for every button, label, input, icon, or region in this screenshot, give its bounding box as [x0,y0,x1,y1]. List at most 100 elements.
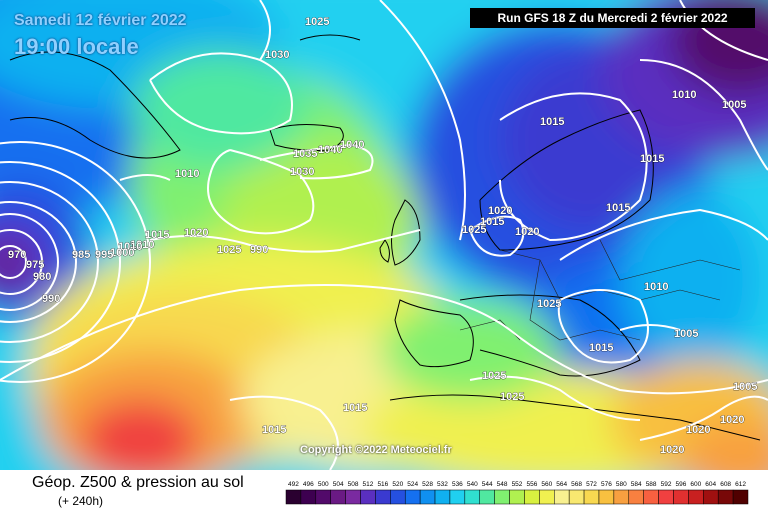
scale-color-swatch [568,489,585,505]
isobar-label: 1040 [318,144,342,156]
scale-color-swatch [703,489,719,505]
isobar-label: 1025 [217,244,241,256]
geopotential-field [0,0,768,470]
z500-pressure-map: 1025 1030 1035 1040 1040 1030 1010 1015 … [0,0,768,470]
scale-tick-label: 572 [586,481,597,488]
scale-tick-label: 596 [676,481,687,488]
scale-tick-label: 524 [407,481,418,488]
isobar-label: 1005 [733,381,757,393]
isobar-label: 1015 [145,229,169,241]
isobar-label: 1015 [606,202,630,214]
isobar-label: 1015 [589,342,613,354]
isobar-label: 1015 [640,153,664,165]
scale-color-swatch [554,489,570,505]
isobar-label: 1020 [720,414,744,426]
scale-tick-label: 564 [556,481,567,488]
isobar-label: 1010 [130,239,154,251]
scale-color-swatch [375,489,391,505]
scale-tick-label: 560 [541,481,552,488]
forecast-time: 19:00 locale [14,34,139,59]
scale-tick-label: 576 [601,481,612,488]
isobar-label: 1010 [118,241,142,253]
scale-color-swatch [449,489,466,505]
scale-color-swatch [494,489,510,505]
scale-tick-label: 544 [482,481,493,488]
scale-tick-label: 592 [661,481,672,488]
isobar-label: 1000 [110,247,134,259]
isobar-label: 1020 [488,205,512,217]
isobar-label: 1020 [515,226,539,238]
scale-tick-label: 600 [690,481,701,488]
scale-tick-label: 584 [631,481,642,488]
scale-color-swatch [658,489,674,505]
isobar-label: 1025 [500,391,524,403]
scale-tick-label: 496 [303,481,314,488]
scale-tick-label: 504 [333,481,344,488]
isobar-label: 1040 [340,139,364,151]
isobar-label: 995 [95,249,113,261]
scale-color-swatch [434,489,451,505]
isobar-label: 1010 [175,168,199,180]
isobar-label: 985 [72,249,90,261]
isobar-label: 1015 [540,116,564,128]
isobar-label: 1010 [672,89,696,101]
scale-tick-label: 532 [437,481,448,488]
legend-footer: Géop. Z500 & pression au sol (+ 240h) 49… [0,470,768,512]
scale-color-swatch [315,489,331,505]
isobar-label: 1030 [265,49,289,61]
isobar-label: 1005 [722,99,746,111]
scale-color-swatch [628,489,644,505]
isobar-label: 1025 [462,224,486,236]
scale-tick-label: 588 [646,481,657,488]
isobar-label: 1015 [343,402,367,414]
isobar-label: 1005 [674,328,698,340]
scale-color-swatch [598,489,615,505]
scale-tick-label: 580 [616,481,627,488]
scale-tick-label: 512 [363,481,374,488]
scale-color-swatch [300,489,317,505]
scale-tick-label: 608 [720,481,731,488]
scale-color-swatch [419,489,436,505]
scale-color-swatch [509,489,525,505]
scale-tick-label: 536 [452,481,463,488]
chart-title: Géop. Z500 & pression au sol [32,474,244,491]
scale-color-swatch [345,489,361,505]
isobar-label: 1030 [290,166,314,178]
scale-color-swatch [524,489,540,505]
isobar-label: 1025 [537,298,561,310]
scale-color-swatch [688,489,704,505]
scale-tick-label: 516 [377,481,388,488]
scale-tick-label: 528 [422,481,433,488]
copyright: Copyright ©2022 Meteociel.fr [300,444,452,456]
scale-color-swatch [404,489,421,505]
scale-color-swatch [285,489,302,505]
scale-tick-label: 568 [571,481,582,488]
scale-color-swatch [673,489,689,505]
scale-tick-label: 604 [705,481,716,488]
forecast-date: Samedi 12 février 2022 [14,12,187,29]
isobar-label: 990 [42,293,60,305]
color-scale: 492 496 500 504 508 512 516 520 524 528 532 536 540 5… [285,481,749,505]
isobar-label: 1015 [262,424,286,436]
isobar-label: 975 [26,259,44,271]
scale-tick-label: 556 [526,481,537,488]
isobar-label: 1025 [305,16,329,28]
isobar-labels: 1025 1030 1035 1040 1040 1030 1010 1015 … [8,16,758,457]
isobar-label: 1015 [480,216,504,228]
scale-tick-label: 612 [735,481,746,488]
model-run-info: Run GFS 18 Z du Mercredi 2 février 2022 [470,8,755,28]
scale-color-swatch [479,489,495,505]
scale-color-swatch [717,489,734,505]
isobar-label: 1035 [293,148,317,160]
scale-color-swatch [464,489,480,505]
coastlines [9,34,761,441]
isobar-label: 1025 [482,370,506,382]
scale-color-swatch [613,489,630,505]
scale-tick-label: 500 [318,481,329,488]
scale-tick-label: 520 [392,481,403,488]
isobar-label: 1010 [644,281,668,293]
chart-subtitle: (+ 240h) [58,494,104,508]
scale-tick-label: 508 [348,481,359,488]
scale-color-swatch [360,489,376,505]
